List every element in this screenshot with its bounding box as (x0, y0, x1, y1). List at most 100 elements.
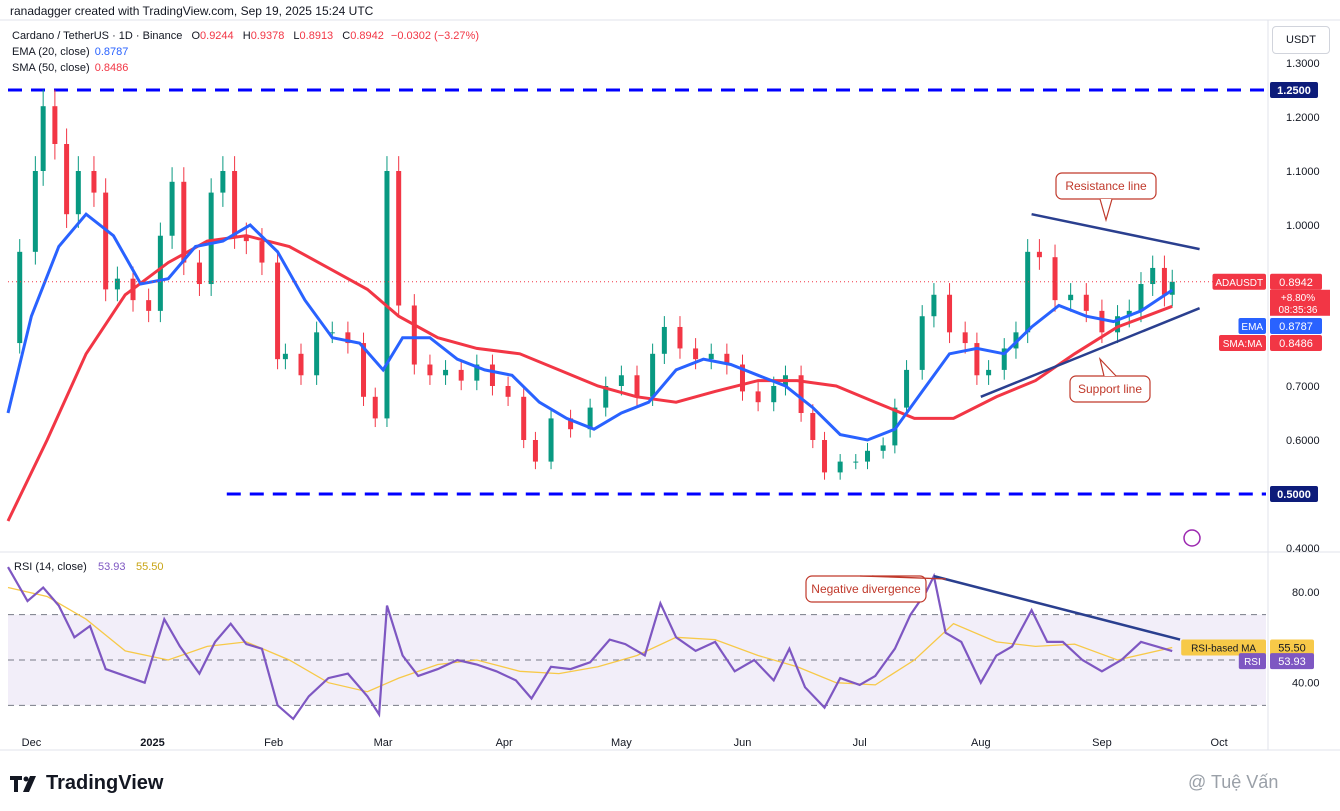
divergence-line (933, 574, 1181, 641)
sma-line (6, 234, 1173, 522)
candle (822, 440, 828, 473)
candle (361, 343, 367, 397)
candle (345, 332, 351, 344)
candle (962, 332, 968, 344)
candle (196, 262, 202, 285)
ohlc-change: −0.0302 (−3.27%) (390, 30, 479, 42)
candle (739, 364, 745, 392)
time-tick-9: Sep (1092, 737, 1112, 749)
candle (618, 375, 624, 386)
candle (146, 300, 152, 311)
ema-legend-label: EMA (20, close) (12, 46, 90, 58)
candle (169, 181, 175, 236)
time-tick-3: Mar (374, 737, 393, 749)
currency-button[interactable]: USDT (1272, 26, 1330, 54)
ema-legend[interactable]: EMA (20, close) 0.8787 (12, 46, 128, 58)
axis-tag-name-bg-0 (1212, 273, 1266, 290)
ohlc-open-label: O (191, 30, 201, 42)
axis-tag-name-bg-2 (1219, 335, 1266, 351)
candle (32, 171, 38, 252)
price-tick-1: 1.2000 (1286, 112, 1320, 124)
rsi-tick-0: 80.00 (1292, 587, 1320, 599)
candle (603, 386, 609, 408)
ema-legend-value: 0.8787 (94, 46, 129, 58)
candle (771, 386, 777, 403)
resistance-line (1031, 212, 1200, 251)
candle (157, 235, 163, 311)
rsi-tag-value-0: 55.50 (1278, 643, 1306, 655)
candle (532, 440, 538, 462)
rsi-tag-value-bg-1 (1270, 653, 1314, 670)
level-tag-1: 0.5000 (1277, 489, 1311, 501)
candle (724, 353, 730, 365)
candle (372, 396, 378, 419)
candle (489, 364, 495, 386)
price-tick-2: 1.1000 (1286, 166, 1320, 178)
rsi-tag-name-0: RSI-based MA (1191, 644, 1256, 655)
candle (384, 171, 390, 419)
candle (1036, 251, 1042, 258)
price-tick-3: 1.0000 (1286, 220, 1320, 232)
candle (329, 332, 335, 334)
candle (1126, 310, 1132, 317)
candle (755, 391, 761, 403)
price-tick-0: 1.3000 (1286, 58, 1320, 70)
axis-tag-extra-0: +8.80% (1281, 293, 1315, 304)
candle (40, 106, 46, 171)
candle (810, 413, 816, 440)
candle (1150, 267, 1156, 285)
axis-tag-extra-bg (1270, 289, 1330, 316)
candle (220, 171, 226, 193)
axis-tag-name-1: EMA (1241, 322, 1263, 333)
axis-tag-value-bg-0 (1270, 273, 1322, 290)
rsi-tag-name-bg-0 (1181, 639, 1266, 656)
price-legend: Cardano / TetherUS · 1D · Binance O0.924… (12, 30, 479, 42)
tradingview-logo: TradingView (10, 772, 163, 795)
axis-tag-value-bg-1 (1270, 318, 1322, 334)
rsi-tag-name-bg-1 (1238, 653, 1266, 670)
candle (17, 251, 23, 344)
level-tag-bg-1 (1270, 486, 1318, 502)
candle (650, 353, 656, 397)
candle (52, 106, 58, 144)
candle (505, 386, 511, 397)
time-tick-2: Feb (264, 737, 283, 749)
axis-tag-name-bg-1 (1238, 318, 1266, 334)
candle (634, 375, 640, 397)
candle (243, 235, 249, 242)
candle (1068, 294, 1074, 301)
ema-line (6, 212, 1174, 442)
candle (114, 278, 120, 290)
ohlc-open: 0.9244 (200, 30, 234, 42)
time-tick-8: Aug (971, 737, 991, 749)
candle (103, 192, 109, 290)
rsi-legend-label: RSI (14, close) (14, 561, 87, 573)
time-tick-4: Apr (496, 737, 513, 749)
time-tick-1: 2025 (140, 737, 164, 749)
candle (474, 364, 480, 381)
candle (1099, 310, 1105, 333)
ohlc-close: 0.8942 (350, 30, 384, 42)
rsi-legend-value: 53.93 (98, 561, 126, 573)
rsi-ma-legend-value: 55.50 (136, 561, 164, 573)
ohlc-low: 0.8913 (299, 30, 334, 42)
candle (75, 171, 81, 215)
divergence-callout-text: Negative divergence (811, 582, 921, 596)
axis-tag-name-0: ADAUSDT (1215, 278, 1263, 289)
divergence-callout-pointer (859, 575, 947, 580)
candle (298, 353, 304, 376)
candle (427, 364, 433, 376)
candle (1083, 294, 1089, 311)
candle (931, 294, 937, 317)
symbol-label[interactable]: Cardano / TetherUS · 1D · Binance (12, 30, 183, 42)
time-tick-7: Jul (853, 737, 867, 749)
candle (865, 450, 871, 462)
candle (880, 445, 886, 451)
level-tag-bg-0 (1270, 82, 1318, 98)
sma-legend[interactable]: SMA (50, close) 0.8486 (12, 62, 128, 74)
axis-tag-value-bg-2 (1270, 335, 1322, 351)
support-line (980, 307, 1201, 398)
axis-tag-name-2: SMA:MA (1223, 339, 1263, 350)
rsi-tag-value-bg-0 (1270, 639, 1314, 656)
